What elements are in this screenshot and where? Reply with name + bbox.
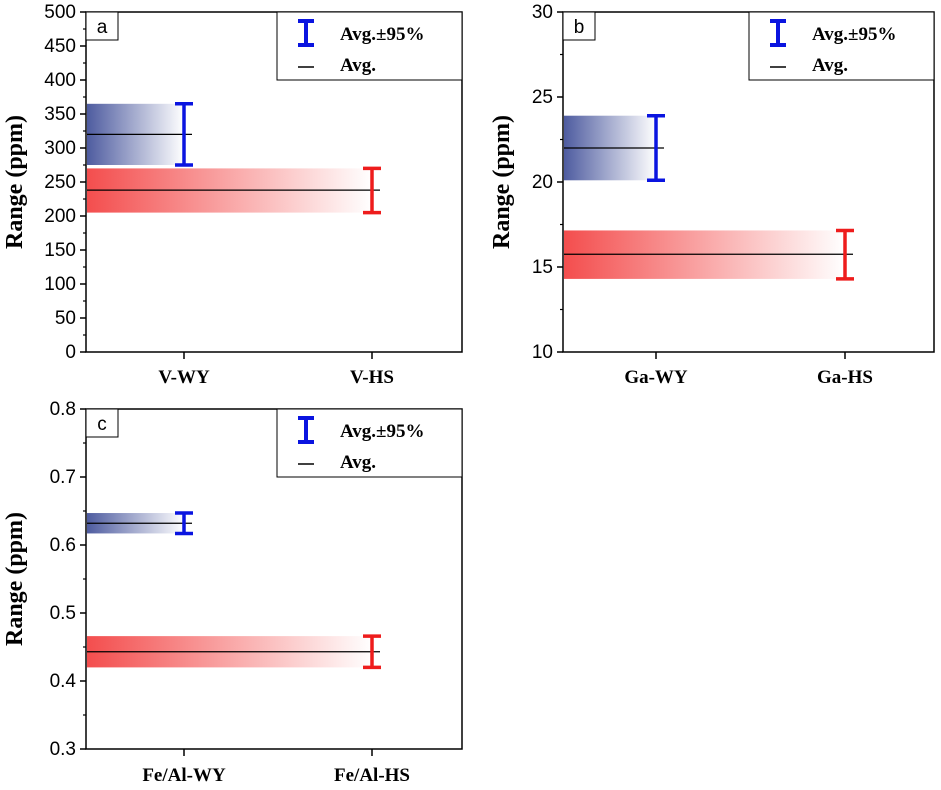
y-tick-label: 50: [55, 308, 76, 329]
y-tick-label: 150: [44, 240, 76, 261]
y-tick-label: 100: [44, 274, 76, 295]
plot-frame: [85, 408, 463, 750]
y-tick-label: 250: [44, 172, 76, 193]
y-tick-label: 0.3: [50, 739, 76, 760]
panel-letter: c: [97, 414, 107, 435]
category-label-hs: V-HS: [350, 367, 394, 388]
y-tick-label: 0.5: [50, 603, 76, 624]
category-label-wy: Ga-WY: [624, 367, 688, 388]
y-axis-title: Range (ppm): [2, 115, 28, 249]
category-label-wy: V-WY: [158, 367, 210, 388]
category-label-wy: Fe/Al-WY: [142, 765, 226, 786]
legend-avg-label: Avg.: [812, 55, 848, 76]
y-tick-label: 450: [44, 36, 76, 57]
y-tick-label: 300: [44, 138, 76, 159]
legend-ci-swatch: [770, 19, 786, 47]
y-tick-label: 0.8: [50, 399, 76, 420]
category-label-hs: Ga-HS: [817, 367, 873, 388]
y-tick-label: 20: [532, 172, 553, 193]
legend-avg-label: Avg.: [340, 452, 376, 473]
legend: Avg.±95% Avg.: [748, 11, 935, 81]
y-axis-title: Range (ppm): [2, 512, 28, 646]
y-tick-label: 350: [44, 104, 76, 125]
y-axis-title: Range (ppm): [489, 115, 515, 249]
y-tick-label: 500: [44, 2, 76, 23]
legend-ci-label: Avg.±95%: [340, 421, 425, 442]
panel-letter-box: [562, 11, 596, 41]
y-tick-label: 30: [532, 2, 553, 23]
panel-letter-box: [85, 408, 119, 438]
y-tick-label: 10: [532, 342, 553, 363]
y-tick-label: 400: [44, 70, 76, 91]
category-label-hs: Fe/Al-HS: [334, 765, 410, 786]
legend-ci-swatch: [298, 416, 314, 444]
y-tick-label: 15: [532, 257, 553, 278]
legend: Avg.±95% Avg.: [276, 408, 463, 478]
y-tick-label: 0.6: [50, 535, 76, 556]
panel-b: 10 15 20 25 30 b Avg.±95% Avg. Range (ppm) G…: [489, 2, 935, 388]
y-tick-label: 0: [65, 342, 76, 363]
legend: Avg.±95% Avg.: [276, 11, 463, 81]
y-tick-label: 200: [44, 206, 76, 227]
legend-ci-label: Avg.±95%: [812, 24, 897, 45]
y-tick-label: 0.4: [50, 671, 77, 692]
panel-a: 0 50 100 150 200 250 300 350 400 450 500 a Avg.±95…: [2, 2, 463, 388]
y-tick-label: 0.7: [50, 467, 76, 488]
legend-ci-swatch: [298, 19, 314, 47]
panel-letter-box: [85, 11, 119, 41]
plot-frame: [85, 11, 463, 353]
panel-letter: a: [97, 17, 108, 38]
legend-avg-label: Avg.: [340, 55, 376, 76]
y-tick-label: 25: [532, 87, 553, 108]
legend-ci-label: Avg.±95%: [340, 24, 425, 45]
panel-c: 0.3 0.4 0.5 0.6 0.7 0.8 c Avg.±95% Avg. Range…: [2, 399, 463, 786]
panel-letter: b: [574, 17, 585, 38]
